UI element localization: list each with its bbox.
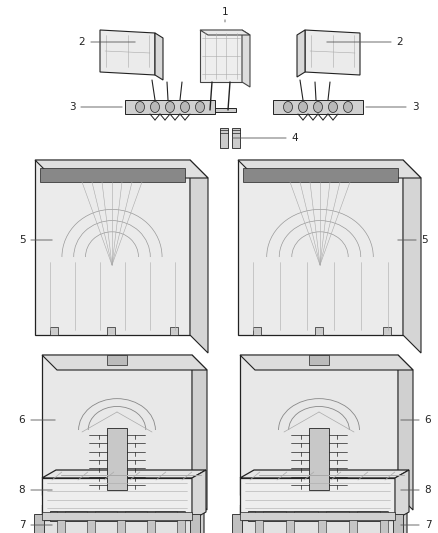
Polygon shape: [240, 478, 395, 520]
Polygon shape: [170, 327, 178, 335]
Polygon shape: [42, 470, 206, 478]
Polygon shape: [34, 514, 44, 533]
Text: 3: 3: [366, 102, 418, 112]
Polygon shape: [318, 511, 325, 533]
Polygon shape: [35, 160, 208, 178]
Polygon shape: [349, 511, 357, 533]
Polygon shape: [240, 355, 398, 495]
Text: 7: 7: [19, 520, 52, 530]
Polygon shape: [147, 511, 155, 533]
Ellipse shape: [283, 101, 293, 112]
Polygon shape: [192, 355, 207, 510]
Polygon shape: [243, 168, 398, 182]
Polygon shape: [125, 100, 215, 114]
Polygon shape: [117, 511, 125, 533]
Polygon shape: [100, 30, 155, 75]
Polygon shape: [255, 511, 263, 533]
Polygon shape: [309, 428, 329, 490]
Polygon shape: [232, 514, 242, 533]
Polygon shape: [206, 108, 236, 112]
Polygon shape: [315, 327, 323, 335]
Polygon shape: [393, 514, 403, 533]
Polygon shape: [50, 511, 184, 521]
Polygon shape: [273, 100, 363, 114]
Polygon shape: [107, 428, 127, 490]
Polygon shape: [177, 511, 185, 533]
Polygon shape: [42, 355, 192, 495]
Ellipse shape: [328, 101, 338, 112]
Ellipse shape: [195, 101, 205, 112]
Polygon shape: [57, 511, 65, 533]
Polygon shape: [395, 500, 407, 533]
Polygon shape: [107, 355, 127, 365]
Text: 6: 6: [401, 415, 431, 425]
Polygon shape: [403, 160, 421, 353]
Polygon shape: [238, 160, 403, 335]
Polygon shape: [192, 470, 206, 520]
Polygon shape: [192, 500, 204, 533]
Polygon shape: [238, 160, 421, 178]
Polygon shape: [42, 500, 204, 506]
Polygon shape: [309, 355, 329, 365]
Polygon shape: [155, 33, 163, 80]
Ellipse shape: [314, 101, 322, 112]
Polygon shape: [35, 160, 190, 335]
Text: 7: 7: [401, 520, 431, 530]
Polygon shape: [242, 30, 250, 87]
Polygon shape: [383, 327, 391, 335]
Polygon shape: [248, 511, 387, 521]
Polygon shape: [87, 511, 95, 533]
Polygon shape: [107, 327, 115, 335]
Text: 4: 4: [233, 133, 298, 143]
Polygon shape: [232, 128, 240, 148]
Text: 5: 5: [398, 235, 428, 245]
Text: 3: 3: [69, 102, 122, 112]
Polygon shape: [380, 511, 388, 533]
Text: 8: 8: [19, 485, 52, 495]
Ellipse shape: [135, 101, 145, 112]
Ellipse shape: [166, 101, 174, 112]
Polygon shape: [190, 514, 200, 533]
Text: 8: 8: [401, 485, 431, 495]
Polygon shape: [220, 128, 228, 148]
Polygon shape: [253, 327, 261, 335]
Polygon shape: [286, 511, 294, 533]
Ellipse shape: [299, 101, 307, 112]
Ellipse shape: [180, 101, 190, 112]
Polygon shape: [395, 470, 409, 520]
Polygon shape: [42, 506, 192, 533]
Text: 1: 1: [222, 7, 228, 22]
Polygon shape: [50, 327, 58, 335]
Polygon shape: [42, 512, 192, 520]
Polygon shape: [200, 30, 242, 82]
Text: 2: 2: [327, 37, 403, 47]
Polygon shape: [42, 478, 192, 520]
Polygon shape: [297, 30, 305, 77]
Text: 2: 2: [79, 37, 135, 47]
Ellipse shape: [343, 101, 353, 112]
Polygon shape: [40, 168, 185, 182]
Ellipse shape: [151, 101, 159, 112]
Polygon shape: [42, 355, 207, 370]
Polygon shape: [240, 355, 413, 370]
Polygon shape: [200, 30, 250, 35]
Polygon shape: [240, 500, 407, 506]
Polygon shape: [305, 30, 360, 75]
Text: 6: 6: [19, 415, 55, 425]
Polygon shape: [398, 355, 413, 510]
Polygon shape: [190, 160, 208, 353]
Polygon shape: [240, 512, 395, 520]
Text: 5: 5: [19, 235, 52, 245]
Polygon shape: [240, 470, 409, 478]
Polygon shape: [240, 506, 395, 533]
